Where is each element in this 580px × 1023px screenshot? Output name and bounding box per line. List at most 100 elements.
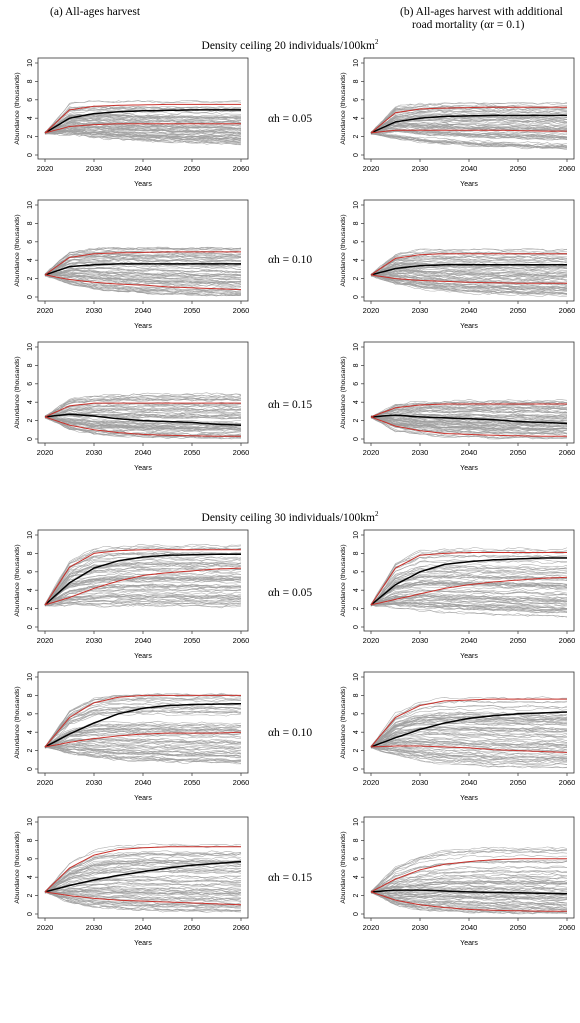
y-tick-label: 10 xyxy=(353,531,360,539)
x-axis-label: Years xyxy=(134,795,152,802)
replicates-20-b-0.05 xyxy=(370,101,568,150)
replicate-line xyxy=(370,876,568,892)
replicate-line xyxy=(44,853,242,893)
replicate-line xyxy=(44,694,242,748)
x-tick-label: 2020 xyxy=(363,306,380,315)
replicate-line xyxy=(370,604,568,618)
replicate-line xyxy=(44,710,242,749)
replicate-line xyxy=(370,570,568,606)
panel-30-a-0.15: 0 2 4 6 8 10 2020 2030 2040 2050 2060 Years Abundanc… xyxy=(14,816,249,947)
y-tick-label: 4 xyxy=(353,400,360,404)
replicate-line xyxy=(370,891,568,915)
replicate-line xyxy=(44,131,242,142)
replicate-line xyxy=(44,130,242,140)
replicate-line xyxy=(370,132,568,145)
x-tick-label: 2020 xyxy=(363,448,380,457)
x-tick-label: 2050 xyxy=(184,448,201,457)
y-axis-label: Abundance (thousands) xyxy=(14,831,21,903)
replicate-line xyxy=(370,890,568,915)
replicate-line xyxy=(370,407,567,417)
replicate-line xyxy=(370,563,568,605)
replicate-line xyxy=(370,721,568,747)
replicate-line xyxy=(44,858,242,893)
replicate-line xyxy=(44,746,242,761)
replicate-line xyxy=(44,740,242,747)
replicate-line xyxy=(44,892,242,902)
replicates-20-a-0.05 xyxy=(44,100,242,146)
replicate-line xyxy=(44,861,242,893)
replicate-line xyxy=(44,866,242,894)
replicate-line xyxy=(44,275,242,297)
y-axis-label: Abundance (thousands) xyxy=(340,214,347,286)
replicates-20-b-0.10 xyxy=(370,248,568,297)
replicate-line xyxy=(44,592,242,605)
replicate-line xyxy=(44,745,242,754)
x-tick-label: 2040 xyxy=(461,164,478,173)
replicate-line xyxy=(370,704,568,747)
x-tick-label: 2020 xyxy=(363,636,380,645)
y-tick-label: 8 xyxy=(27,79,34,83)
replicate-line xyxy=(44,697,242,748)
replicate-line xyxy=(44,124,242,132)
y-tick-label: 4 xyxy=(27,588,34,592)
replicate-line xyxy=(370,891,568,902)
replicate-line xyxy=(44,743,241,749)
x-axis-label: Years xyxy=(460,653,478,660)
mean-line xyxy=(370,557,567,606)
replicate-line xyxy=(44,274,242,296)
replicate-line xyxy=(370,133,568,147)
replicate-line xyxy=(44,882,242,894)
replicate-line xyxy=(370,851,568,892)
y-tick-label: 4 xyxy=(353,116,360,120)
replicate-line xyxy=(370,123,568,134)
replicate-line xyxy=(370,746,568,756)
x-tick-label: 2050 xyxy=(510,448,527,457)
y-tick-label: 10 xyxy=(353,818,360,826)
x-tick-label: 2030 xyxy=(412,636,429,645)
replicate-line xyxy=(370,261,568,275)
y-tick-label: 2 xyxy=(353,135,360,139)
replicate-line xyxy=(44,584,242,605)
replicate-line xyxy=(44,555,242,606)
replicate-line xyxy=(44,852,242,893)
replicate-line xyxy=(45,417,242,426)
x-axis-label: Years xyxy=(460,795,478,802)
replicate-line xyxy=(44,122,242,133)
replicate-line xyxy=(370,846,568,892)
replicate-line xyxy=(370,129,568,138)
replicate-line xyxy=(370,869,568,892)
x-tick-label: 2060 xyxy=(559,778,576,787)
replicate-line xyxy=(370,700,568,747)
replicate-line xyxy=(370,107,568,133)
y-axis-label: Abundance (thousands) xyxy=(340,831,347,903)
replicate-line xyxy=(44,746,242,755)
replicate-line xyxy=(44,417,242,429)
replicate-line xyxy=(44,734,242,748)
section-title-30-sup: 2 xyxy=(374,510,379,518)
replicate-line xyxy=(370,728,567,747)
replicate-line xyxy=(370,120,568,134)
replicate-line xyxy=(370,891,568,900)
replicate-line xyxy=(370,416,568,430)
replicate-line xyxy=(44,712,242,747)
replicate-line xyxy=(44,274,242,293)
mean-line xyxy=(370,114,567,134)
replicate-line xyxy=(370,101,568,134)
section-title-30-text: Density ceiling 30 individuals/100km xyxy=(201,511,375,524)
y-tick-label: 4 xyxy=(353,875,360,879)
y-tick-label: 10 xyxy=(353,673,360,681)
replicate-line xyxy=(370,264,568,276)
replicate-line xyxy=(44,545,242,606)
panel-30-b-0.15: 0 2 4 6 8 10 2020 2030 2040 2050 2060 Years Abundanc… xyxy=(340,816,575,947)
replicate-line xyxy=(370,270,568,277)
replicate-line xyxy=(44,274,242,285)
replicate-line xyxy=(44,404,242,416)
x-tick-label: 2030 xyxy=(86,778,103,787)
replicate-line xyxy=(370,881,568,893)
replicate-line xyxy=(44,563,242,607)
x-axis-label: Years xyxy=(460,940,478,947)
y-tick-label: 0 xyxy=(27,625,34,629)
replicate-line xyxy=(370,745,568,759)
replicate-line xyxy=(370,865,568,892)
replicate-line xyxy=(370,409,568,417)
